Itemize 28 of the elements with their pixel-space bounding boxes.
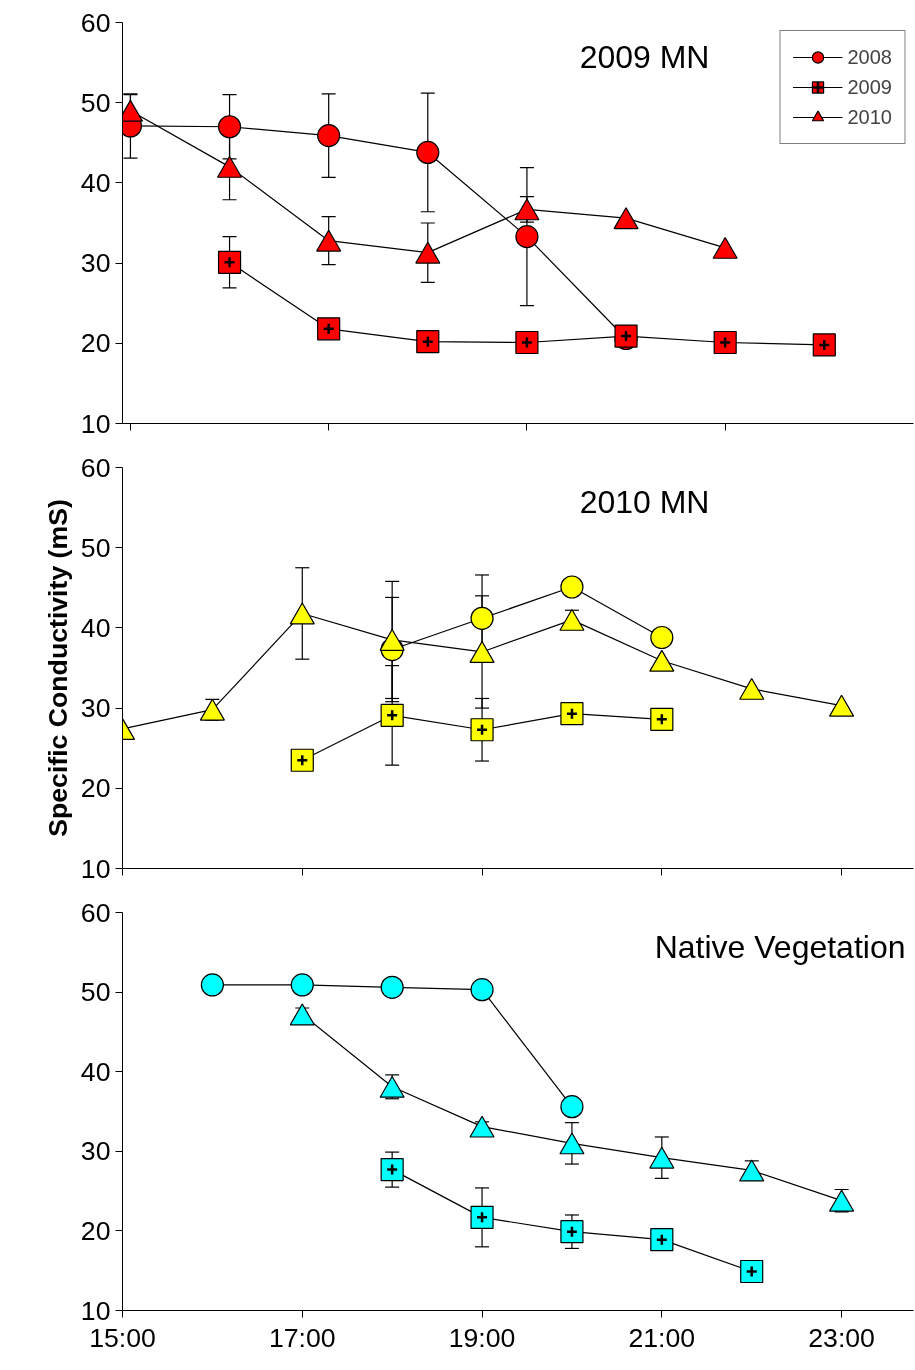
legend-label: 2010 [847,105,892,129]
y-tick-label: 50 [80,532,111,563]
y-tick-label: 20 [80,773,111,804]
text: Native Vegetation [654,928,906,965]
x-tick-label: 17:00 [268,1322,336,1353]
legend-label: 2009 [847,75,892,99]
y-tick-label: 40 [80,612,111,643]
y-tick-label: 30 [80,1136,111,1167]
y-tick-label: 40 [80,1056,111,1087]
y-tick-label: 30 [80,693,111,724]
x-tick-label: 23:00 [808,1322,875,1353]
y-tick-label: 10 [80,853,111,884]
y-tick-label: 50 [80,87,111,118]
y-tick-label: 50 [80,977,111,1008]
text: 2010 MN [579,483,710,520]
x-tick-label: 19:00 [448,1322,516,1353]
y-tick-label: 10 [80,408,111,439]
x-tick-label: 21:00 [628,1322,696,1353]
y-tick-label: 60 [80,7,111,38]
y-tick-label: 20 [80,1215,111,1246]
y-tick-label: 20 [80,328,111,359]
text: 2009 MN [579,38,710,75]
y-tick-label: 30 [80,248,111,279]
y-tick-label: 60 [80,452,111,483]
y-tick-label: 60 [80,897,111,928]
y-tick-label: 40 [80,167,111,198]
y-axis-title: Specific Conductivity (mS) [42,499,73,837]
legend-label: 2008 [847,45,892,69]
